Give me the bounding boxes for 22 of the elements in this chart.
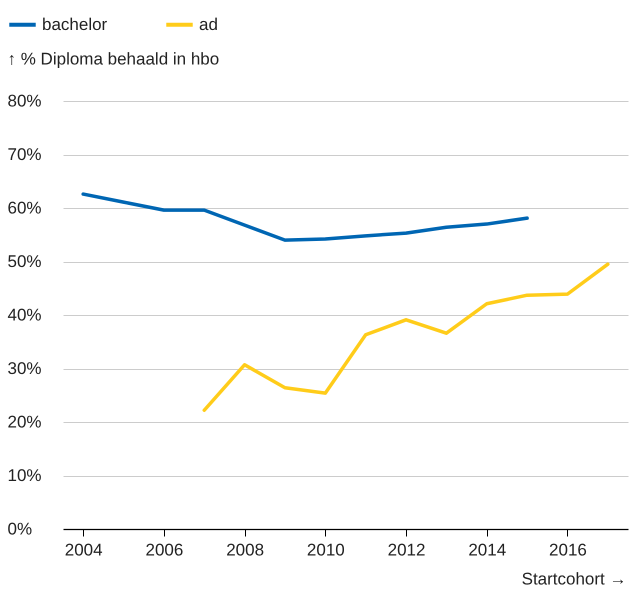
line-series xyxy=(202,262,610,412)
y-tick-label: 50% xyxy=(8,252,42,271)
y-tick-label: 30% xyxy=(8,359,42,378)
y-tick-label: 80% xyxy=(8,92,42,110)
x-axis-title: Startcohort → xyxy=(522,570,626,588)
y-tick-label: 20% xyxy=(8,412,42,432)
x-tick-label: 2016 xyxy=(549,540,587,560)
y-axis-title: ↑ % Diploma behaald in hbo xyxy=(8,50,220,68)
x-tick-label: 2006 xyxy=(145,540,184,560)
x-tick-label: 2012 xyxy=(388,540,426,560)
y-tick-label: 0% xyxy=(8,520,32,538)
y-tick-label: 40% xyxy=(8,306,42,324)
x-tick-label: 2010 xyxy=(306,540,345,560)
y-tick-label: 70% xyxy=(8,145,42,164)
line-series xyxy=(81,192,529,242)
x-tick-label: 2008 xyxy=(226,540,264,560)
legend-label: bachelor xyxy=(42,14,108,34)
y-tick-label: 10% xyxy=(8,466,42,485)
legend-label: ad xyxy=(199,14,218,34)
y-tick-label: 60% xyxy=(8,198,42,218)
x-tick-label: 2004 xyxy=(64,540,103,560)
x-tick-label: 2014 xyxy=(468,540,506,560)
